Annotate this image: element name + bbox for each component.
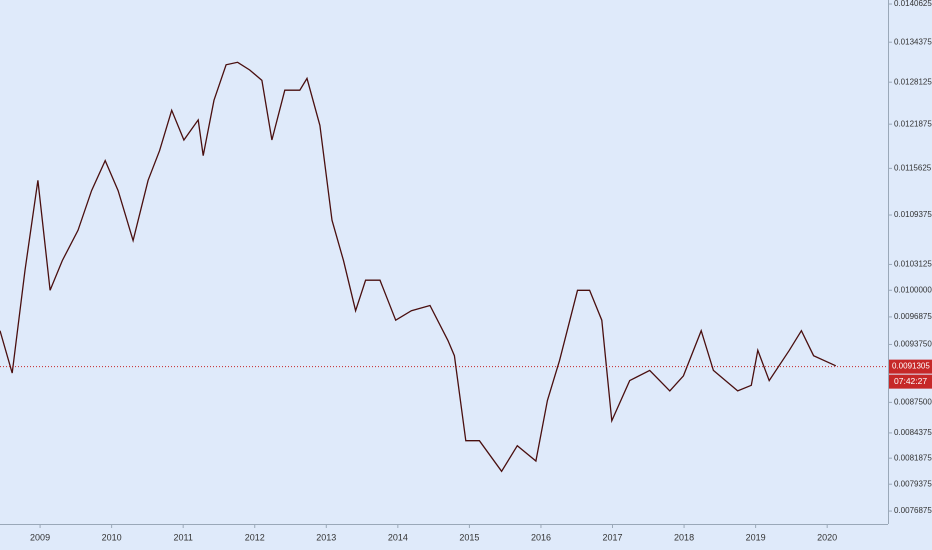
countdown-label: 07:42:27 — [894, 376, 927, 386]
x-tick-label: 2012 — [245, 532, 265, 542]
y-tick-label: 0.0087500 — [894, 397, 932, 406]
x-tick-label: 2018 — [674, 532, 694, 542]
x-tick-label: 2013 — [316, 532, 336, 542]
x-tick-label: 2010 — [102, 532, 122, 542]
y-tick-label: 0.0084375 — [894, 428, 932, 437]
x-tick-label: 2019 — [746, 532, 766, 542]
y-tick-label: 0.0100000 — [894, 285, 932, 294]
y-tick-label: 0.0103125 — [894, 260, 932, 269]
x-tick-label: 2009 — [30, 532, 50, 542]
countdown-box — [889, 374, 932, 389]
x-tick-label: 2015 — [459, 532, 479, 542]
y-tick-label: 0.0109375 — [894, 210, 932, 219]
last-price-label: 0.0091305 — [892, 362, 930, 371]
y-tick-label: 0.0128125 — [894, 77, 932, 86]
x-tick-label: 2011 — [174, 532, 193, 542]
y-tick-label: 0.0134375 — [894, 37, 932, 46]
price-line — [0, 61, 837, 473]
y-tick-label: 0.0140625 — [894, 0, 932, 8]
x-tick-label: 2020 — [817, 532, 837, 542]
last-price-box — [889, 359, 932, 374]
y-tick-label: 0.0076875 — [894, 506, 932, 515]
y-tick-label: 0.0096875 — [894, 312, 932, 321]
x-tick-label: 2014 — [388, 532, 408, 542]
x-tick-label: 2017 — [602, 532, 622, 542]
x-tick-label: 2016 — [531, 532, 551, 542]
y-tick-label: 0.0081875 — [894, 453, 932, 462]
y-tick-label: 0.0121875 — [894, 119, 932, 128]
y-tick-label: 0.0115625 — [894, 163, 932, 172]
y-tick-label: 0.0093750 — [894, 340, 932, 349]
y-tick-label: 0.0079375 — [894, 479, 932, 488]
